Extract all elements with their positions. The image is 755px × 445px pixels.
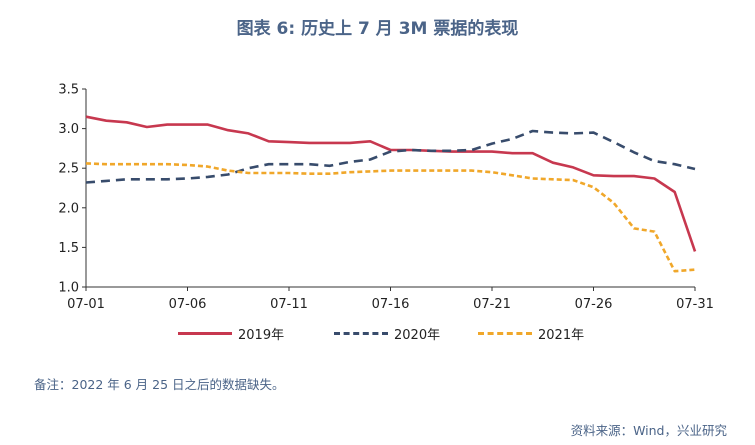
x-tick-label: 07-31 [676, 297, 714, 312]
y-tick-label: 2.5 [58, 162, 79, 177]
y-tick-label: 3.0 [58, 122, 79, 137]
x-tick-label: 07-01 [67, 297, 105, 312]
legend-swatch-2021 [478, 331, 532, 335]
series-line-2020 [85, 129, 696, 184]
y-tick-label: 1.5 [58, 241, 79, 256]
legend-item-2020: 2020年 [334, 322, 440, 344]
chart-note: 备注：2022 年 6 月 25 日之后的数据缺失。 [34, 377, 285, 392]
series-line-2019 [85, 115, 697, 252]
legend-item-2021: 2021年 [478, 322, 584, 344]
x-tick-label: 07-16 [372, 297, 410, 312]
x-tick-label: 07-06 [169, 297, 207, 312]
legend-label-2021: 2021年 [538, 327, 585, 343]
legend-swatch-2020 [334, 331, 388, 335]
chart-source: 资料来源：Wind，兴业研究 [570, 423, 727, 438]
y-tick-label: 3.5 [58, 83, 79, 98]
x-tick-label: 07-11 [270, 297, 308, 312]
chart-legend: 2019年 2020年 2021年 [0, 322, 755, 344]
x-tick-label: 07-21 [473, 297, 511, 312]
series-line-2021 [85, 162, 696, 273]
y-tick-label: 1.0 [58, 281, 79, 296]
chart-title: 图表 6: 历史上 7 月 3M 票据的表现 [236, 19, 519, 39]
x-tick-label: 07-26 [575, 297, 613, 312]
y-tick-label: 2.0 [58, 201, 79, 216]
legend-label-2020: 2020年 [394, 327, 441, 343]
legend-item-2019: 2019年 [178, 322, 284, 344]
legend-swatch-2019 [178, 331, 232, 335]
legend-label-2019: 2019年 [238, 327, 285, 343]
